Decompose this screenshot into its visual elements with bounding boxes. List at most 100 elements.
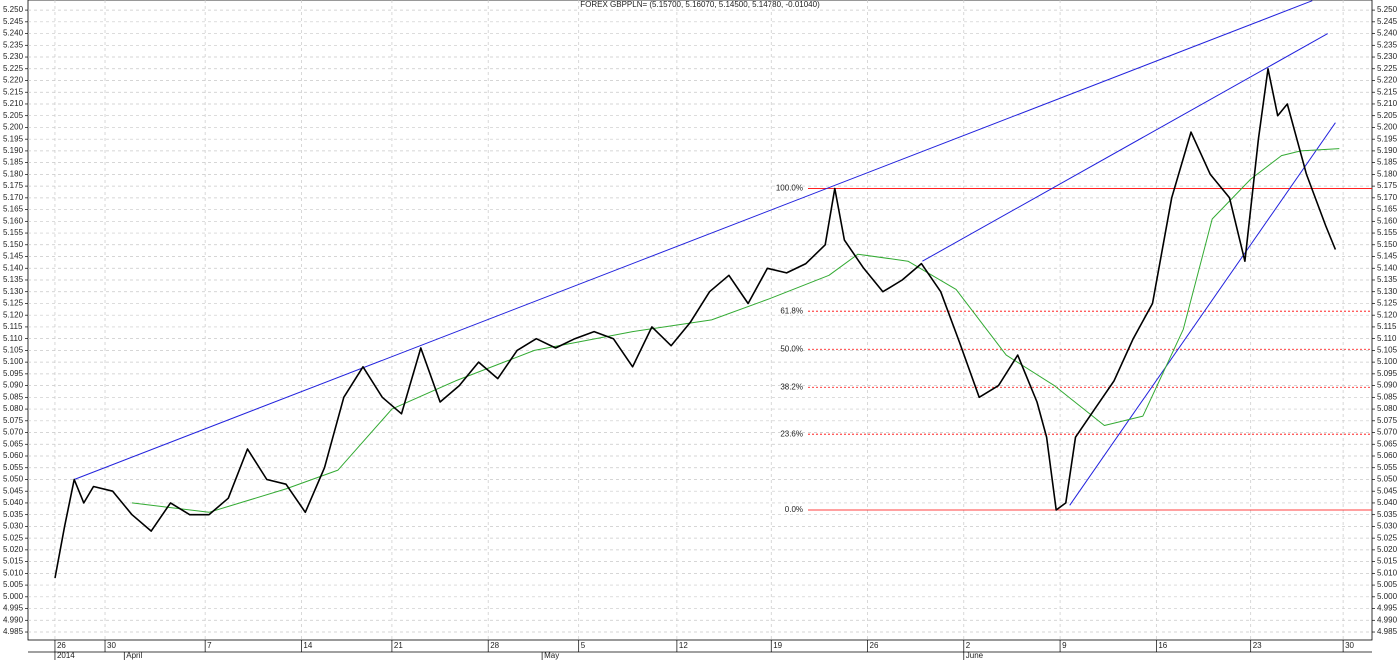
y-tick-label: 5.125 — [1377, 299, 1398, 308]
month-label: April — [126, 651, 142, 660]
y-tick-label: 5.175 — [3, 181, 24, 190]
y-tick-label: 5.205 — [1377, 111, 1398, 120]
price-line — [54, 68, 1337, 579]
y-tick-label: 5.045 — [1377, 486, 1398, 495]
y-tick-label: 4.990 — [1377, 615, 1398, 624]
y-tick-label: 5.095 — [3, 369, 24, 378]
y-tick-label: 5.145 — [3, 252, 24, 261]
y-tick-label: 5.150 — [1377, 240, 1398, 249]
y-tick-label: 5.225 — [1377, 64, 1398, 73]
y-tick-label: 5.075 — [1377, 416, 1398, 425]
y-tick-label: 4.985 — [1377, 627, 1398, 636]
y-tick-label: 5.250 — [3, 5, 24, 14]
y-tick-label: 5.220 — [3, 76, 24, 85]
y-tick-label: 5.235 — [1377, 40, 1398, 49]
y-tick-label: 5.105 — [1377, 346, 1398, 355]
y-tick-label: 5.230 — [1377, 52, 1398, 61]
x-tick-label: 21 — [394, 641, 403, 650]
y-tick-label: 5.215 — [3, 87, 24, 96]
x-tick-label: 2 — [966, 641, 971, 650]
y-tick-label: 5.085 — [1377, 392, 1398, 401]
x-tick-label: 26 — [870, 641, 879, 650]
y-tick-label: 5.115 — [3, 322, 23, 331]
y-tick-label: 5.160 — [3, 216, 24, 225]
y-tick-label: 5.215 — [1377, 87, 1398, 96]
y-tick-label: 5.130 — [1377, 287, 1398, 296]
y-tick-label: 5.015 — [3, 557, 24, 566]
y-tick-label: 5.240 — [3, 29, 24, 38]
y-tick-label: 5.095 — [1377, 369, 1398, 378]
y-tick-label: 5.220 — [1377, 76, 1398, 85]
y-tick-label: 4.990 — [3, 615, 24, 624]
x-tick-label: 26 — [57, 641, 66, 650]
y-tick-label: 5.225 — [3, 64, 24, 73]
y-tick-label: 5.125 — [3, 299, 24, 308]
y-tick-label: 5.180 — [1377, 169, 1398, 178]
x-tick-label: 30 — [1345, 641, 1354, 650]
trend-line — [922, 33, 1328, 262]
fib-label: 100.0% — [776, 184, 803, 193]
y-tick-label: 5.120 — [1377, 310, 1398, 319]
y-tick-label: 5.210 — [1377, 99, 1398, 108]
y-tick-label: 5.135 — [1377, 275, 1398, 284]
y-tick-label: 5.030 — [3, 522, 24, 531]
fib-label: 0.0% — [785, 505, 803, 514]
x-tick-label: 14 — [303, 641, 312, 650]
y-tick-label: 5.195 — [1377, 134, 1398, 143]
y-tick-label: 5.120 — [3, 310, 24, 319]
y-tick-label: 5.025 — [1377, 533, 1398, 542]
y-tick-label: 5.045 — [3, 486, 24, 495]
x-tick-label: 9 — [1062, 641, 1067, 650]
y-tick-label: 5.110 — [1377, 334, 1397, 343]
y-tick-label: 5.040 — [3, 498, 24, 507]
y-tick-label: 5.070 — [1377, 428, 1398, 437]
y-tick-label: 5.140 — [3, 263, 24, 272]
y-tick-label: 5.020 — [1377, 545, 1398, 554]
y-tick-label: 5.100 — [1377, 357, 1398, 366]
y-tick-label: 5.055 — [3, 463, 24, 472]
y-tick-label: 5.140 — [1377, 263, 1398, 272]
y-tick-label: 5.160 — [1377, 216, 1398, 225]
x-tick-label: 7 — [207, 641, 212, 650]
x-tick-label: 28 — [490, 641, 499, 650]
x-tick-label: 23 — [1253, 641, 1262, 650]
y-tick-label: 5.040 — [1377, 498, 1398, 507]
y-tick-label: 5.100 — [3, 357, 24, 366]
y-tick-label: 5.025 — [3, 533, 24, 542]
y-tick-label: 5.000 — [1377, 592, 1398, 601]
price-line — [131, 148, 1340, 513]
y-tick-label: 5.180 — [3, 169, 24, 178]
month-label: June — [966, 651, 984, 660]
y-tick-label: 5.010 — [1377, 568, 1398, 577]
fib-label: 50.0% — [780, 344, 803, 353]
y-tick-label: 5.165 — [1377, 205, 1398, 214]
y-tick-label: 5.210 — [3, 99, 24, 108]
y-tick-label: 5.020 — [3, 545, 24, 554]
y-tick-label: 5.010 — [3, 568, 24, 577]
y-tick-label: 5.030 — [1377, 522, 1398, 531]
y-tick-label: 5.065 — [3, 439, 24, 448]
month-label: 2014 — [57, 651, 75, 660]
trend-line — [74, 0, 1313, 480]
y-tick-label: 5.200 — [1377, 123, 1398, 132]
y-tick-label: 5.050 — [1377, 475, 1398, 484]
x-tick-label: 12 — [679, 641, 688, 650]
y-tick-label: 5.075 — [3, 416, 24, 425]
y-tick-label: 5.205 — [3, 111, 24, 120]
y-tick-label: 5.060 — [1377, 451, 1398, 460]
y-tick-label: 4.995 — [3, 604, 24, 613]
y-tick-label: 5.055 — [1377, 463, 1398, 472]
y-tick-label: 5.145 — [1377, 252, 1398, 261]
y-tick-label: 5.170 — [1377, 193, 1398, 202]
y-tick-label: 5.110 — [3, 334, 23, 343]
y-tick-label: 5.165 — [3, 205, 24, 214]
y-tick-label: 5.105 — [3, 346, 24, 355]
y-tick-label: 5.175 — [1377, 181, 1398, 190]
y-tick-label: 5.005 — [3, 580, 24, 589]
y-tick-label: 5.130 — [3, 287, 24, 296]
y-tick-label: 5.080 — [1377, 404, 1398, 413]
y-tick-label: 5.070 — [3, 428, 24, 437]
y-tick-label: 5.035 — [1377, 510, 1398, 519]
y-tick-label: 5.150 — [3, 240, 24, 249]
chart-title: FOREX GBPPLN= (5.15700, 5.16070, 5.14500… — [580, 0, 820, 9]
